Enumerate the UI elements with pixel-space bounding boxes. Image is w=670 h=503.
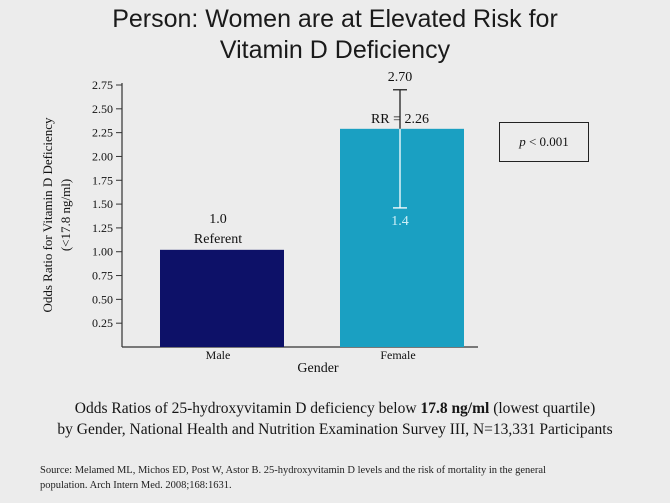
title-line-1: Person: Women are at Elevated Risk for [112,5,558,33]
y-tick-label: 2.25 [92,126,113,140]
source-line-2: population. Arch Intern Med. 2008;168:16… [40,480,232,491]
bar-male [160,249,284,347]
x-tick-label: Female [380,348,415,362]
y-axis-title-units: (<17.8 ng/ml) [58,179,73,251]
y-tick-label: 0.50 [92,292,113,306]
y-tick-label: 0.25 [92,316,113,330]
male-referent-label: Referent [194,232,242,247]
y-axis-title: Odds Ratio for Vitamin D Deficiency [40,117,55,313]
y-tick-label: 2.50 [92,102,113,116]
caption-pre: Odds Ratios of 25-hydroxyvitamin D defic… [74,400,421,417]
x-tick-label: Male [206,348,231,362]
y-tick-label: 1.00 [92,245,113,259]
p-value-symbol: p [519,134,526,149]
slide-title: Person: Women are at Elevated Risk for V… [0,4,670,66]
female-rr-label: RR = 2.26 [371,112,429,127]
p-value-box: p < 0.001 [499,122,589,162]
y-tick-label: 1.50 [92,197,113,211]
male-value-label: 1.0 [209,212,227,227]
female-upper-ci-label: 2.70 [388,70,413,85]
y-tick-label: 1.75 [92,173,113,187]
caption-line-2: by Gender, National Health and Nutrition… [57,421,613,438]
p-value-text: < 0.001 [525,134,569,149]
bar-female [340,128,464,347]
caption-line-1: Odds Ratios of 25-hydroxyvitamin D defic… [0,398,670,419]
source-citation: Source: Melamed ML, Michos ED, Post W, A… [40,463,640,493]
y-tick-label: 0.75 [92,269,113,283]
caption-threshold: 17.8 ng/ml [420,400,490,417]
figure-caption: Odds Ratios of 25-hydroxyvitamin D defic… [0,398,670,440]
y-tick-label: 2.75 [92,78,113,92]
title-line-2: Vitamin D Deficiency [219,36,451,64]
y-tick-label: 2.00 [92,149,113,163]
female-lower-ci-label: 1.4 [391,214,409,229]
y-tick-label: 1.25 [92,221,113,235]
bar-chart: 0.25 0.50 0.75 1.00 1.25 1.50 1.75 2.00 2.25 2.50… [40,70,478,376]
source-line-1: Source: Melamed ML, Michos ED, Post W, A… [40,465,546,476]
x-axis-title: Gender [297,361,339,376]
caption-post: (lowest quartile) [489,400,596,417]
